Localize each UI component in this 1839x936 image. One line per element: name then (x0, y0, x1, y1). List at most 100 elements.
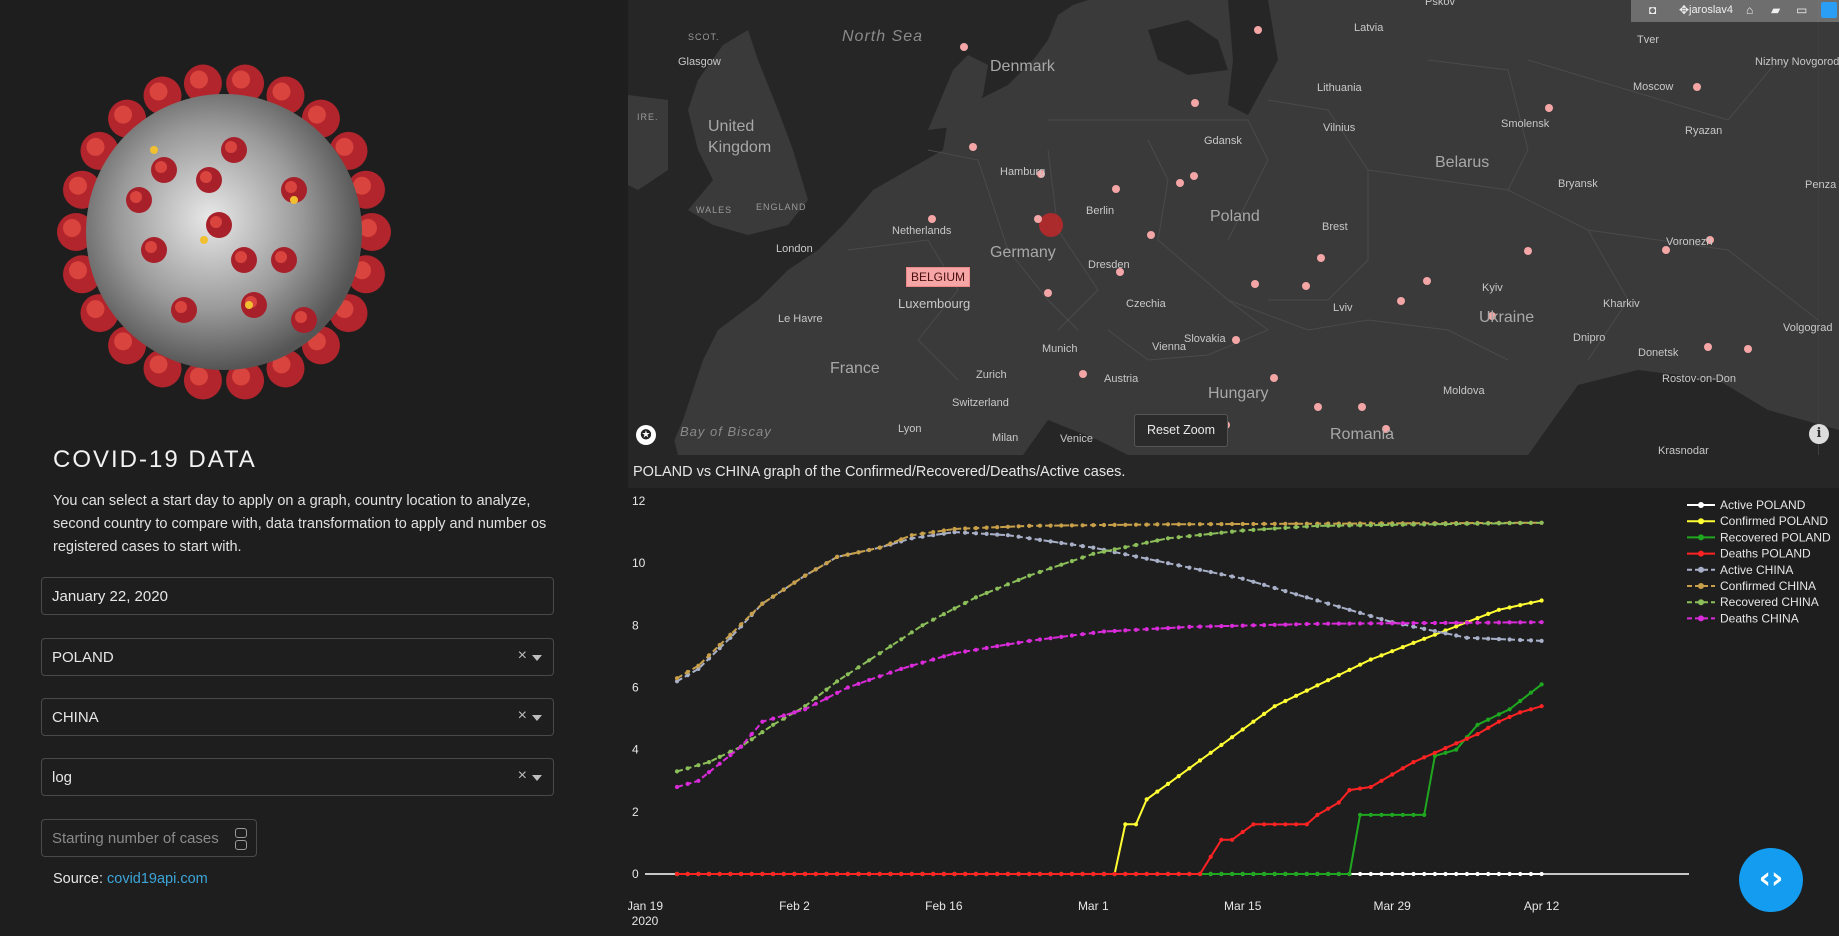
data-point[interactable] (1123, 822, 1128, 827)
data-point[interactable] (1528, 690, 1533, 695)
data-point[interactable] (696, 763, 701, 768)
data-point[interactable] (1411, 812, 1416, 817)
data-point[interactable] (1262, 623, 1267, 628)
data-point[interactable] (824, 561, 829, 566)
data-point[interactable] (984, 645, 989, 651)
case-marker[interactable] (1044, 289, 1052, 297)
data-point[interactable] (835, 679, 840, 684)
data-point[interactable] (1486, 725, 1491, 730)
data-point[interactable] (941, 654, 946, 659)
data-point[interactable] (1144, 556, 1149, 561)
data-point[interactable] (984, 590, 989, 596)
legend-item[interactable]: Recovered CHINA (1687, 595, 1819, 609)
data-point[interactable] (1080, 555, 1085, 560)
data-point[interactable] (952, 530, 957, 535)
data-point[interactable] (1283, 822, 1288, 827)
data-point[interactable] (867, 677, 872, 683)
data-point[interactable] (1230, 871, 1235, 877)
data-point[interactable] (1155, 626, 1160, 631)
data-point[interactable] (909, 630, 914, 635)
data-point[interactable] (1080, 632, 1085, 637)
data-point[interactable] (1155, 789, 1160, 794)
data-point[interactable] (1507, 714, 1512, 720)
legend-item[interactable]: Confirmed POLAND (1687, 514, 1828, 528)
case-marker[interactable] (1314, 403, 1322, 411)
data-point[interactable] (1240, 623, 1245, 628)
data-point[interactable] (1486, 871, 1491, 877)
data-point[interactable] (1091, 523, 1096, 528)
case-marker[interactable] (969, 143, 977, 151)
data-point[interactable] (1165, 781, 1171, 786)
code-toggle-button[interactable]: ‹› (1739, 848, 1803, 912)
data-point[interactable] (1539, 620, 1544, 625)
data-point[interactable] (1219, 572, 1224, 577)
data-point[interactable] (877, 545, 882, 550)
data-point[interactable] (1432, 753, 1437, 758)
data-point[interactable] (1358, 786, 1363, 791)
data-point[interactable] (973, 526, 978, 531)
pan-icon[interactable]: ✥ (1679, 3, 1690, 17)
data-point[interactable] (1283, 698, 1288, 704)
data-point[interactable] (1411, 760, 1416, 765)
data-point[interactable] (931, 871, 936, 877)
series-confirmed-poland[interactable] (674, 598, 1544, 877)
data-point[interactable] (1304, 688, 1309, 693)
series-line[interactable] (676, 521, 1542, 680)
data-point[interactable] (941, 871, 946, 877)
data-point[interactable] (1240, 521, 1245, 527)
data-point[interactable] (1219, 837, 1224, 842)
data-point[interactable] (1283, 525, 1288, 530)
data-point[interactable] (845, 871, 850, 877)
data-point[interactable] (1432, 871, 1437, 877)
data-point[interactable] (728, 753, 733, 758)
data-point[interactable] (696, 871, 701, 877)
data-point[interactable] (1422, 636, 1427, 641)
data-point[interactable] (749, 611, 754, 616)
data-point[interactable] (1454, 741, 1459, 746)
data-point[interactable] (1475, 616, 1480, 621)
data-point[interactable] (1390, 871, 1395, 877)
data-point[interactable] (1400, 812, 1405, 817)
data-point[interactable] (835, 690, 840, 695)
data-point[interactable] (1347, 621, 1352, 626)
case-marker[interactable] (1037, 170, 1045, 178)
data-point[interactable] (1112, 522, 1117, 527)
data-point[interactable] (760, 871, 765, 877)
chevron-down-icon[interactable] (532, 715, 542, 721)
data-point[interactable] (1123, 871, 1128, 877)
data-point[interactable] (856, 681, 861, 686)
data-point[interactable] (1240, 576, 1245, 581)
data-point[interactable] (1294, 822, 1299, 827)
data-point[interactable] (931, 617, 936, 622)
data-point[interactable] (1432, 522, 1437, 527)
data-point[interactable] (1165, 561, 1171, 566)
data-point[interactable] (1368, 613, 1373, 619)
data-point[interactable] (1539, 871, 1544, 877)
case-marker[interactable] (1693, 83, 1701, 91)
data-point[interactable] (1133, 522, 1139, 527)
data-point[interactable] (888, 670, 893, 675)
data-point[interactable] (1016, 534, 1021, 539)
case-marker[interactable] (1191, 99, 1199, 107)
data-point[interactable] (1048, 539, 1053, 544)
data-point[interactable] (1251, 822, 1256, 827)
starting-cases-input[interactable]: Starting number of cases (41, 819, 257, 857)
data-point[interactable] (1176, 535, 1181, 540)
data-point[interactable] (1539, 638, 1544, 643)
data-point[interactable] (685, 781, 690, 786)
data-point[interactable] (877, 871, 882, 877)
data-point[interactable] (920, 534, 925, 539)
data-point[interactable] (739, 744, 744, 749)
data-point[interactable] (1251, 623, 1256, 628)
data-point[interactable] (1219, 530, 1224, 535)
data-point[interactable] (1390, 621, 1395, 626)
data-point[interactable] (1123, 522, 1128, 527)
data-point[interactable] (963, 530, 968, 535)
data-point[interactable] (1336, 604, 1341, 609)
data-point[interactable] (1230, 623, 1235, 628)
data-point[interactable] (1176, 774, 1181, 779)
data-point[interactable] (1422, 522, 1427, 527)
data-point[interactable] (1112, 547, 1117, 552)
data-point[interactable] (674, 679, 680, 684)
data-point[interactable] (1133, 627, 1139, 632)
